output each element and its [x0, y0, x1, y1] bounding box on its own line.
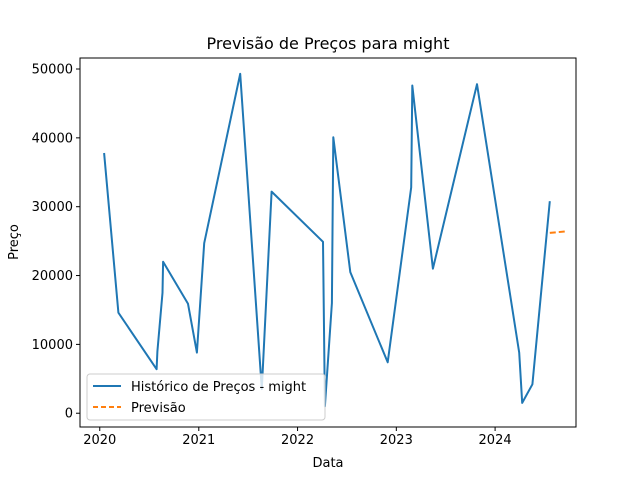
y-tick-label: 10000	[32, 338, 73, 353]
x-axis-title: Data	[312, 456, 343, 471]
plot-frame	[79, 57, 577, 428]
legend-label-previsao: Previsão	[131, 401, 186, 416]
series-line-historico	[103, 72, 551, 408]
y-tick-label: 50000	[32, 63, 73, 78]
legend-label-historico: Histórico de Preços - might	[131, 380, 306, 395]
legend: Histórico de Preços - might Previsão	[86, 373, 326, 421]
y-tick-label: 40000	[32, 131, 73, 146]
plot-area	[103, 72, 565, 408]
x-tick-label: 2022	[281, 433, 314, 448]
x-axis: 2020 2021 2022 2023 2024	[83, 427, 512, 448]
x-tick-label: 2023	[380, 433, 413, 448]
legend-box	[86, 373, 326, 421]
y-axis-title: Preço	[7, 224, 22, 260]
x-tick-label: 2020	[83, 433, 116, 448]
y-tick-label: 30000	[32, 200, 73, 215]
y-tick-label: 20000	[32, 269, 73, 284]
series-layer	[103, 72, 565, 408]
chart-title: Previsão de Preços para might	[207, 34, 450, 53]
x-tick-label: 2021	[182, 433, 215, 448]
x-tick-label: 2024	[479, 433, 512, 448]
series-line-previsao	[549, 230, 565, 234]
y-tick-label: 0	[65, 407, 73, 422]
y-axis: 0 10000 20000 30000 40000 50000	[32, 63, 80, 422]
